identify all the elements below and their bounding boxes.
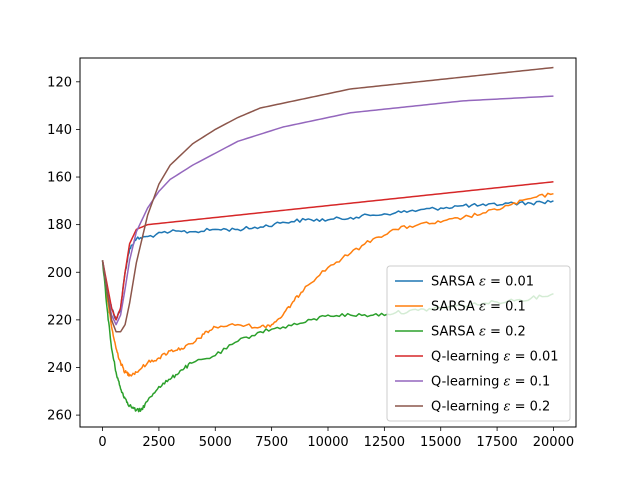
x-tick-label: 20000 <box>533 435 574 450</box>
x-tick-label: 15000 <box>420 435 461 450</box>
y-tick-label: 260 <box>47 409 72 424</box>
series-line-5 <box>101 95 554 326</box>
series-line-6 <box>101 66 554 333</box>
y-tick-label: 180 <box>47 218 72 233</box>
y-axis: 120 140 160 180 200 220 240 260 <box>47 75 80 424</box>
series-line-4 <box>101 181 554 321</box>
x-tick-label: 12500 <box>364 435 405 450</box>
legend-label-6: Q-learning ε = 0.2 <box>431 400 550 415</box>
legend-box <box>386 265 571 422</box>
y-tick-label: 240 <box>47 361 72 376</box>
y-tick-label: 220 <box>47 313 72 328</box>
y-tick-label: 160 <box>47 171 72 186</box>
series-line-2 <box>101 192 554 377</box>
x-tick-label: 7500 <box>255 435 288 450</box>
x-axis: 0 2500 5000 7500 10000 12500 15000 17500 20000 <box>98 427 574 450</box>
x-tick-label: 0 <box>98 435 106 450</box>
x-tick-label: 17500 <box>476 435 517 450</box>
x-tick-label: 2500 <box>142 435 175 450</box>
legend-label-4: Q-learning ε = 0.01 <box>431 350 559 365</box>
y-tick-label: 140 <box>47 123 72 138</box>
x-tick-label: 10000 <box>307 435 348 450</box>
legend: SARSA ε = 0.01 SARSA ε = 0.1 SARSA ε = 0.2… <box>386 265 571 422</box>
series-layer <box>101 66 554 413</box>
y-tick-label: 120 <box>47 75 72 90</box>
y-tick-label: 200 <box>47 266 72 281</box>
legend-label-2: SARSA ε = 0.1 <box>431 300 526 315</box>
legend-label-5: Q-learning ε = 0.1 <box>431 375 550 390</box>
legend-label-1: SARSA ε = 0.01 <box>431 275 534 290</box>
x-tick-label: 5000 <box>199 435 232 450</box>
legend-label-3: SARSA ε = 0.2 <box>431 325 526 340</box>
